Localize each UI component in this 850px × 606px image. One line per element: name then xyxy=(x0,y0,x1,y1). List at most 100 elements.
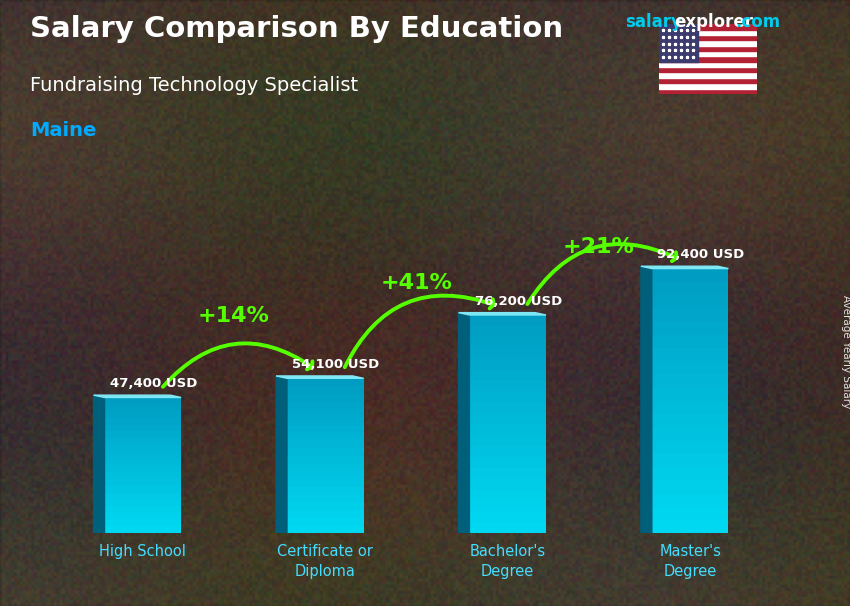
Bar xyxy=(287,479,364,487)
Bar xyxy=(105,527,181,533)
Bar xyxy=(652,467,728,481)
Bar xyxy=(659,88,756,94)
Bar xyxy=(652,520,728,533)
Bar xyxy=(652,481,728,493)
Bar xyxy=(105,513,181,520)
Bar xyxy=(105,486,181,493)
Bar xyxy=(287,494,364,502)
Bar xyxy=(287,510,364,518)
Bar xyxy=(469,359,546,370)
Bar xyxy=(105,465,181,472)
Bar xyxy=(287,433,364,441)
Bar xyxy=(469,413,546,424)
Bar xyxy=(287,402,364,409)
Bar xyxy=(469,468,546,479)
Bar xyxy=(105,411,181,418)
Bar xyxy=(469,402,546,413)
Bar xyxy=(652,322,728,335)
Bar xyxy=(652,282,728,295)
Bar xyxy=(469,522,546,533)
Bar xyxy=(469,424,546,435)
Bar xyxy=(287,417,364,425)
Bar xyxy=(659,78,756,83)
Bar xyxy=(469,326,546,337)
Bar xyxy=(652,295,728,308)
Bar xyxy=(469,479,546,490)
Text: .com: .com xyxy=(735,13,780,32)
Bar xyxy=(659,30,756,35)
Bar xyxy=(659,67,756,73)
Text: Average Yearly Salary: Average Yearly Salary xyxy=(841,295,850,408)
Bar xyxy=(105,520,181,527)
Bar xyxy=(652,493,728,507)
Bar xyxy=(287,471,364,479)
Bar xyxy=(659,24,698,62)
Polygon shape xyxy=(276,376,364,378)
Bar xyxy=(652,335,728,348)
Polygon shape xyxy=(458,313,469,533)
Bar xyxy=(105,431,181,438)
Text: Salary Comparison By Education: Salary Comparison By Education xyxy=(30,15,563,43)
Text: Fundraising Technology Specialist: Fundraising Technology Specialist xyxy=(30,76,358,95)
Bar xyxy=(659,45,756,51)
Bar xyxy=(659,41,756,45)
Bar xyxy=(287,378,364,386)
Text: 92,400 USD: 92,400 USD xyxy=(657,248,745,261)
Bar xyxy=(105,425,181,431)
Bar xyxy=(652,427,728,441)
Bar xyxy=(287,386,364,394)
Bar xyxy=(469,490,546,501)
Bar xyxy=(105,472,181,479)
Bar xyxy=(287,425,364,433)
Bar xyxy=(469,370,546,381)
Bar xyxy=(652,401,728,414)
Bar xyxy=(105,445,181,452)
Bar xyxy=(659,83,756,88)
Polygon shape xyxy=(94,395,181,398)
Bar xyxy=(659,35,756,41)
Bar xyxy=(287,487,364,494)
Bar xyxy=(469,381,546,391)
Bar xyxy=(652,414,728,427)
Bar xyxy=(469,457,546,468)
Bar xyxy=(659,51,756,56)
Bar xyxy=(105,438,181,445)
Text: explorer: explorer xyxy=(674,13,753,32)
Bar xyxy=(105,418,181,425)
Bar xyxy=(659,62,756,67)
Bar xyxy=(287,394,364,402)
Polygon shape xyxy=(94,395,105,533)
Bar xyxy=(469,446,546,457)
Bar xyxy=(652,441,728,454)
Bar xyxy=(105,459,181,465)
Polygon shape xyxy=(641,266,728,268)
Bar xyxy=(105,479,181,486)
Bar xyxy=(287,409,364,417)
Bar xyxy=(659,73,756,78)
Bar xyxy=(287,525,364,533)
Polygon shape xyxy=(641,266,652,533)
Bar xyxy=(469,501,546,511)
Bar xyxy=(105,398,181,404)
Polygon shape xyxy=(458,313,546,315)
Text: 76,200 USD: 76,200 USD xyxy=(475,295,562,308)
Text: +41%: +41% xyxy=(381,273,452,293)
Text: salary: salary xyxy=(625,13,682,32)
Bar xyxy=(105,452,181,459)
Bar xyxy=(105,499,181,506)
Text: +14%: +14% xyxy=(198,306,270,326)
Bar xyxy=(652,507,728,520)
Bar xyxy=(287,448,364,456)
Bar xyxy=(105,493,181,499)
Bar xyxy=(469,348,546,359)
Bar xyxy=(105,506,181,513)
Bar xyxy=(105,404,181,411)
Bar xyxy=(287,456,364,464)
Bar xyxy=(659,56,756,62)
Bar xyxy=(652,268,728,282)
Polygon shape xyxy=(276,376,287,533)
Bar xyxy=(652,388,728,401)
Text: 54,100 USD: 54,100 USD xyxy=(292,358,380,371)
Bar xyxy=(652,454,728,467)
Text: +21%: +21% xyxy=(563,236,635,256)
